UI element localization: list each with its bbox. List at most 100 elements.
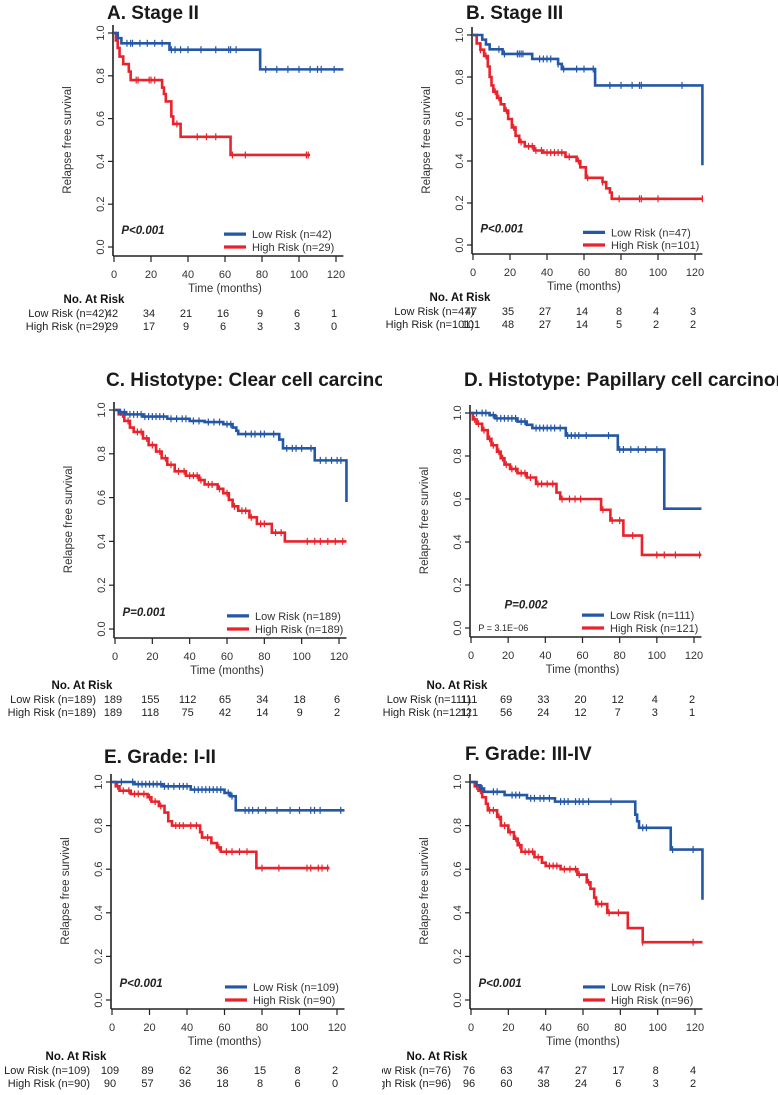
x-tick-label: 100 xyxy=(648,1022,666,1034)
at-risk-count: 34 xyxy=(143,308,155,320)
at-risk-count: 2 xyxy=(332,1065,338,1077)
y-tick-label: 0.0 xyxy=(96,621,108,636)
x-tick-label: 40 xyxy=(184,651,196,663)
km-curve-low-risk xyxy=(473,33,704,166)
at-risk-count: 2 xyxy=(689,694,695,706)
x-tick-label: 120 xyxy=(327,269,345,281)
x-tick-label: 80 xyxy=(256,269,268,281)
x-tick-label: 80 xyxy=(614,650,626,662)
chart-title: C. Histotype: Clear cell carcinoma xyxy=(106,370,382,391)
at-risk-count: 9 xyxy=(183,321,189,333)
legend-label-high-risk: High Risk (n=90) xyxy=(253,995,335,1007)
at-risk-count: 2 xyxy=(653,319,659,331)
x-tick-label: 40 xyxy=(540,1022,552,1034)
x-tick-label: 0 xyxy=(470,267,476,279)
y-tick-label: 0.0 xyxy=(452,620,464,635)
km-curve-high-risk xyxy=(112,780,330,870)
legend-label-high-risk: High Risk (n=96) xyxy=(611,995,693,1007)
x-tick-label: 20 xyxy=(504,267,516,279)
x-tick-label: 60 xyxy=(219,269,231,281)
x-tick-label: 100 xyxy=(648,650,666,662)
at-risk-count: 2 xyxy=(334,707,340,718)
x-tick-label: 120 xyxy=(686,267,704,279)
x-tick-label: 0 xyxy=(468,1022,474,1034)
p-value: P=0.002 xyxy=(504,600,548,612)
p-value-secondary: P = 3.1E−06 xyxy=(478,623,528,633)
at-risk-header: No. At Risk xyxy=(64,294,126,306)
legend-label-low-risk: Low Risk (n=111) xyxy=(610,610,694,622)
at-risk-count: 21 xyxy=(180,308,192,320)
at-risk-count: 38 xyxy=(538,1078,550,1090)
km-curve-low-risk xyxy=(471,411,702,510)
chart-title: B. Stage III xyxy=(466,3,563,24)
legend-label-low-risk: Low Risk (n=42) xyxy=(252,229,332,241)
panel-f-grade-iii-iv: F. Grade: III-IV 0.0 0.2 0.4 0.6 0.8 1.0 Relaps… xyxy=(369,722,778,1095)
at-risk-count: 63 xyxy=(500,1065,512,1077)
x-tick-label: 80 xyxy=(258,651,270,663)
at-risk-count: 2 xyxy=(690,319,696,331)
at-risk-header: No. At Risk xyxy=(427,680,489,692)
x-tick-label: 0 xyxy=(109,1022,115,1034)
y-tick-label: 0.4 xyxy=(452,905,464,920)
km-curve-high-risk xyxy=(114,31,311,157)
y-tick-label: 1.0 xyxy=(95,25,107,40)
at-risk-count: 33 xyxy=(537,694,549,706)
at-risk-count: 3 xyxy=(257,321,263,333)
at-risk-count: 65 xyxy=(219,694,231,706)
at-risk-count: 60 xyxy=(500,1078,512,1090)
x-tick-label: 80 xyxy=(615,267,627,279)
legend-label-high-risk: High Risk (n=29) xyxy=(252,242,334,254)
at-risk-row-label-low: Low Risk (n=109) xyxy=(4,1065,90,1077)
at-risk-header: No. At Risk xyxy=(407,1051,469,1063)
y-tick-label: 0.6 xyxy=(93,862,105,877)
at-risk-count: 3 xyxy=(652,707,658,718)
at-risk-row-label-high: High Risk (n=96) xyxy=(382,1078,451,1090)
at-risk-count: 4 xyxy=(653,306,659,318)
x-tick-label: 80 xyxy=(614,1022,626,1034)
at-risk-count: 1 xyxy=(331,308,337,320)
at-risk-count: 0 xyxy=(331,321,337,333)
at-risk-count: 118 xyxy=(142,707,160,718)
at-risk-count: 4 xyxy=(690,1065,696,1077)
y-tick-label: 0.8 xyxy=(454,69,466,84)
at-risk-row-label-high: High Risk (n=189) xyxy=(8,707,96,718)
at-risk-count: 27 xyxy=(575,1065,587,1077)
y-axis-label: Relapse free survival xyxy=(62,86,74,193)
at-risk-count: 27 xyxy=(539,306,551,318)
y-tick-label: 0.8 xyxy=(95,68,107,83)
at-risk-count: 111 xyxy=(461,694,478,706)
at-risk-count: 12 xyxy=(574,707,586,718)
y-tick-label: 0.4 xyxy=(95,154,107,169)
p-value: P<0.001 xyxy=(480,223,523,235)
y-tick-label: 0.6 xyxy=(452,491,464,506)
y-axis-label: Relapse free survival xyxy=(63,466,75,573)
at-risk-count: 16 xyxy=(217,308,229,320)
x-tick-label: 0 xyxy=(112,651,118,663)
at-risk-count: 35 xyxy=(502,306,514,318)
at-risk-count: 24 xyxy=(575,1078,587,1090)
legend-label-low-risk: Low Risk (n=189) xyxy=(255,611,341,623)
x-tick-label: 40 xyxy=(181,1022,193,1034)
at-risk-count: 90 xyxy=(104,1078,116,1090)
y-tick-label: 0.4 xyxy=(93,905,105,920)
panel-d-papillary: D. Histotype: Papillary cell carcinoma 0.… xyxy=(382,350,778,723)
y-axis-label: Relapse free survival xyxy=(60,837,72,944)
legend-label-high-risk: High Risk (n=121) xyxy=(610,623,698,635)
km-curve-low-risk xyxy=(112,780,345,812)
p-value: P<0.001 xyxy=(478,978,521,990)
x-tick-label: 100 xyxy=(292,651,310,663)
x-tick-label: 40 xyxy=(539,650,551,662)
x-tick-label: 20 xyxy=(145,269,157,281)
at-risk-count: 42 xyxy=(106,308,118,320)
km-curve-high-risk xyxy=(471,780,703,944)
at-risk-count: 4 xyxy=(652,694,658,706)
y-tick-label: 0.2 xyxy=(93,949,105,964)
y-tick-label: 1.0 xyxy=(452,774,464,789)
y-axis-label: Relapse free survival xyxy=(419,837,431,944)
km-chart: E. Grade: I-II 0.0 0.2 0.4 0.6 0.8 1.0 Relapse … xyxy=(4,747,346,1090)
km-curve-low-risk xyxy=(471,780,704,900)
y-tick-label: 1.0 xyxy=(452,405,464,420)
p-value: P=0.001 xyxy=(122,607,165,619)
x-tick-label: 0 xyxy=(468,650,474,662)
y-tick-label: 0.2 xyxy=(452,577,464,592)
